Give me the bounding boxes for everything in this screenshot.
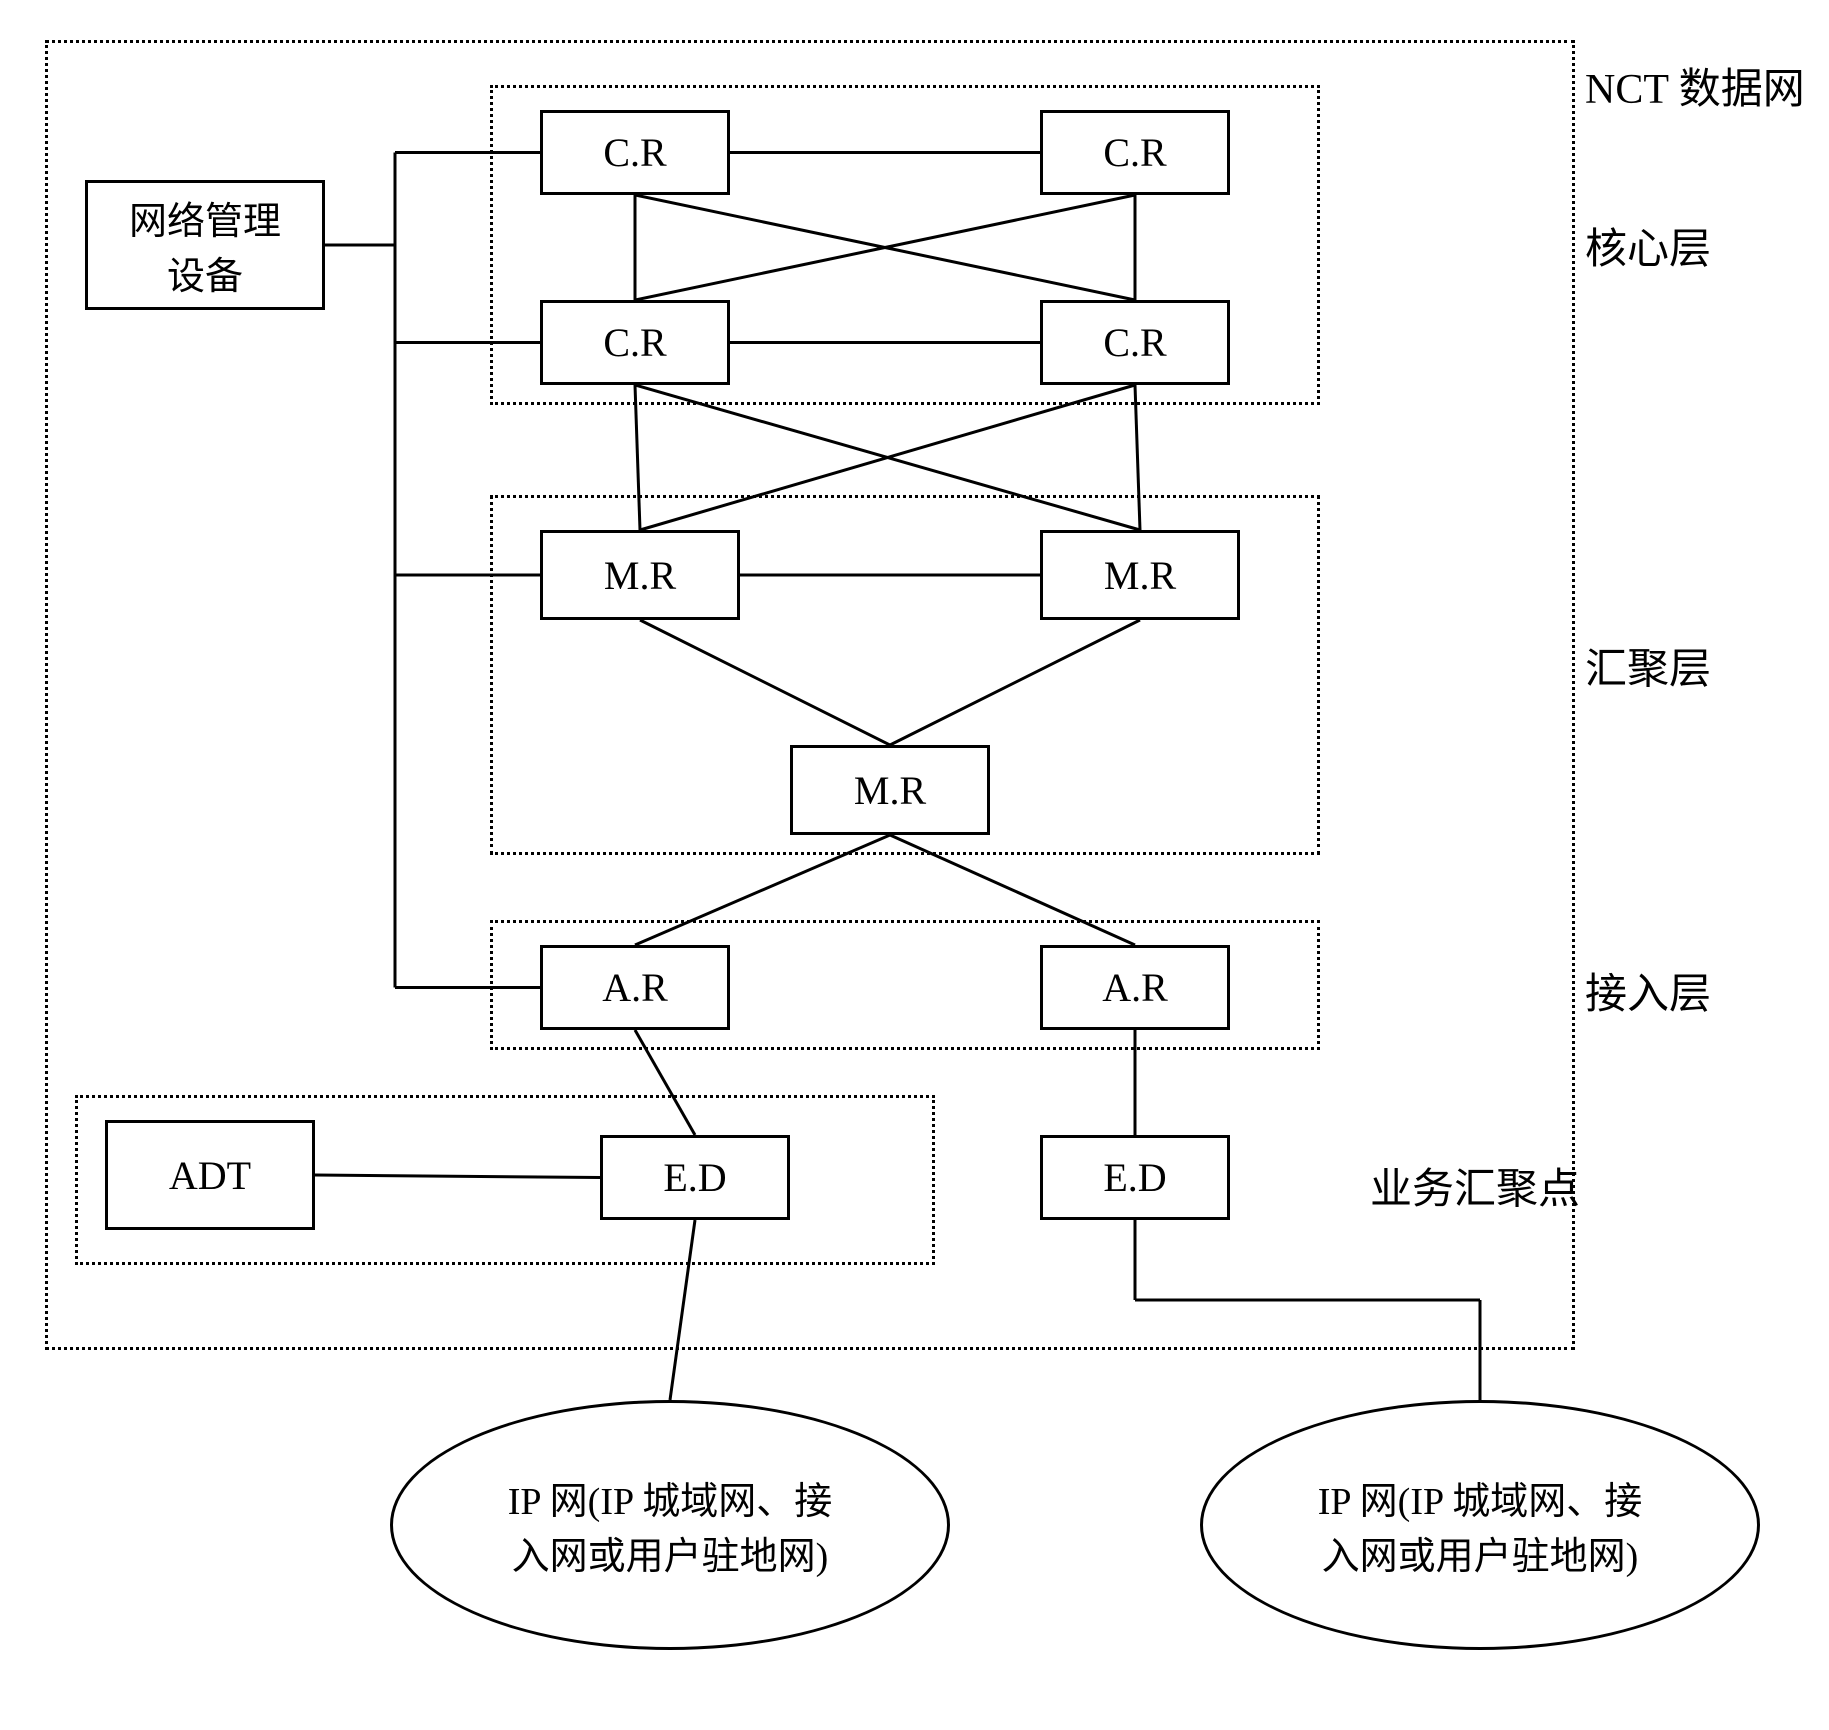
cloud-label: IP 网(IP 城域网、接 入网或用户驻地网) — [508, 1470, 832, 1580]
ip-network-cloud: IP 网(IP 城域网、接 入网或用户驻地网) — [390, 1400, 950, 1650]
diagram-title: NCT 数据网 — [1585, 55, 1805, 116]
adt-node: ADT — [105, 1120, 315, 1230]
core-router-node: C.R — [540, 110, 730, 195]
node-label: E.D — [663, 1154, 726, 1201]
access-router-node: A.R — [1040, 945, 1230, 1030]
node-label: E.D — [1103, 1154, 1166, 1201]
aggregation-layer-label: 汇聚层 — [1585, 635, 1711, 696]
core-router-node: C.R — [1040, 110, 1230, 195]
node-label: C.R — [603, 319, 666, 366]
aggregation-router-node: M.R — [790, 745, 990, 835]
core-layer-label: 核心层 — [1585, 215, 1711, 276]
node-label: A.R — [1102, 964, 1168, 1011]
access-router-node: A.R — [540, 945, 730, 1030]
service-point-label: 业务汇聚点 — [1370, 1155, 1580, 1216]
node-label: C.R — [1103, 319, 1166, 366]
ip-network-cloud: IP 网(IP 城域网、接 入网或用户驻地网) — [1200, 1400, 1760, 1650]
node-label: M.R — [604, 552, 676, 599]
edge-device-node: E.D — [1040, 1135, 1230, 1220]
node-label: M.R — [1104, 552, 1176, 599]
aggregation-router-node: M.R — [540, 530, 740, 620]
node-label: 网络管理 设备 — [129, 190, 281, 300]
core-router-node: C.R — [540, 300, 730, 385]
core-router-node: C.R — [1040, 300, 1230, 385]
network-management-device-node: 网络管理 设备 — [85, 180, 325, 310]
edge-device-node: E.D — [600, 1135, 790, 1220]
cloud-label: IP 网(IP 城域网、接 入网或用户驻地网) — [1318, 1470, 1642, 1580]
diagram-canvas: 网络管理 设备 C.R C.R C.R C.R M.R M.R M.R A.R … — [0, 0, 1829, 1730]
aggregation-router-node: M.R — [1040, 530, 1240, 620]
access-layer-label: 接入层 — [1585, 960, 1711, 1021]
node-label: C.R — [1103, 129, 1166, 176]
node-label: M.R — [854, 767, 926, 814]
node-label: ADT — [169, 1152, 251, 1199]
node-label: A.R — [602, 964, 668, 1011]
node-label: C.R — [603, 129, 666, 176]
